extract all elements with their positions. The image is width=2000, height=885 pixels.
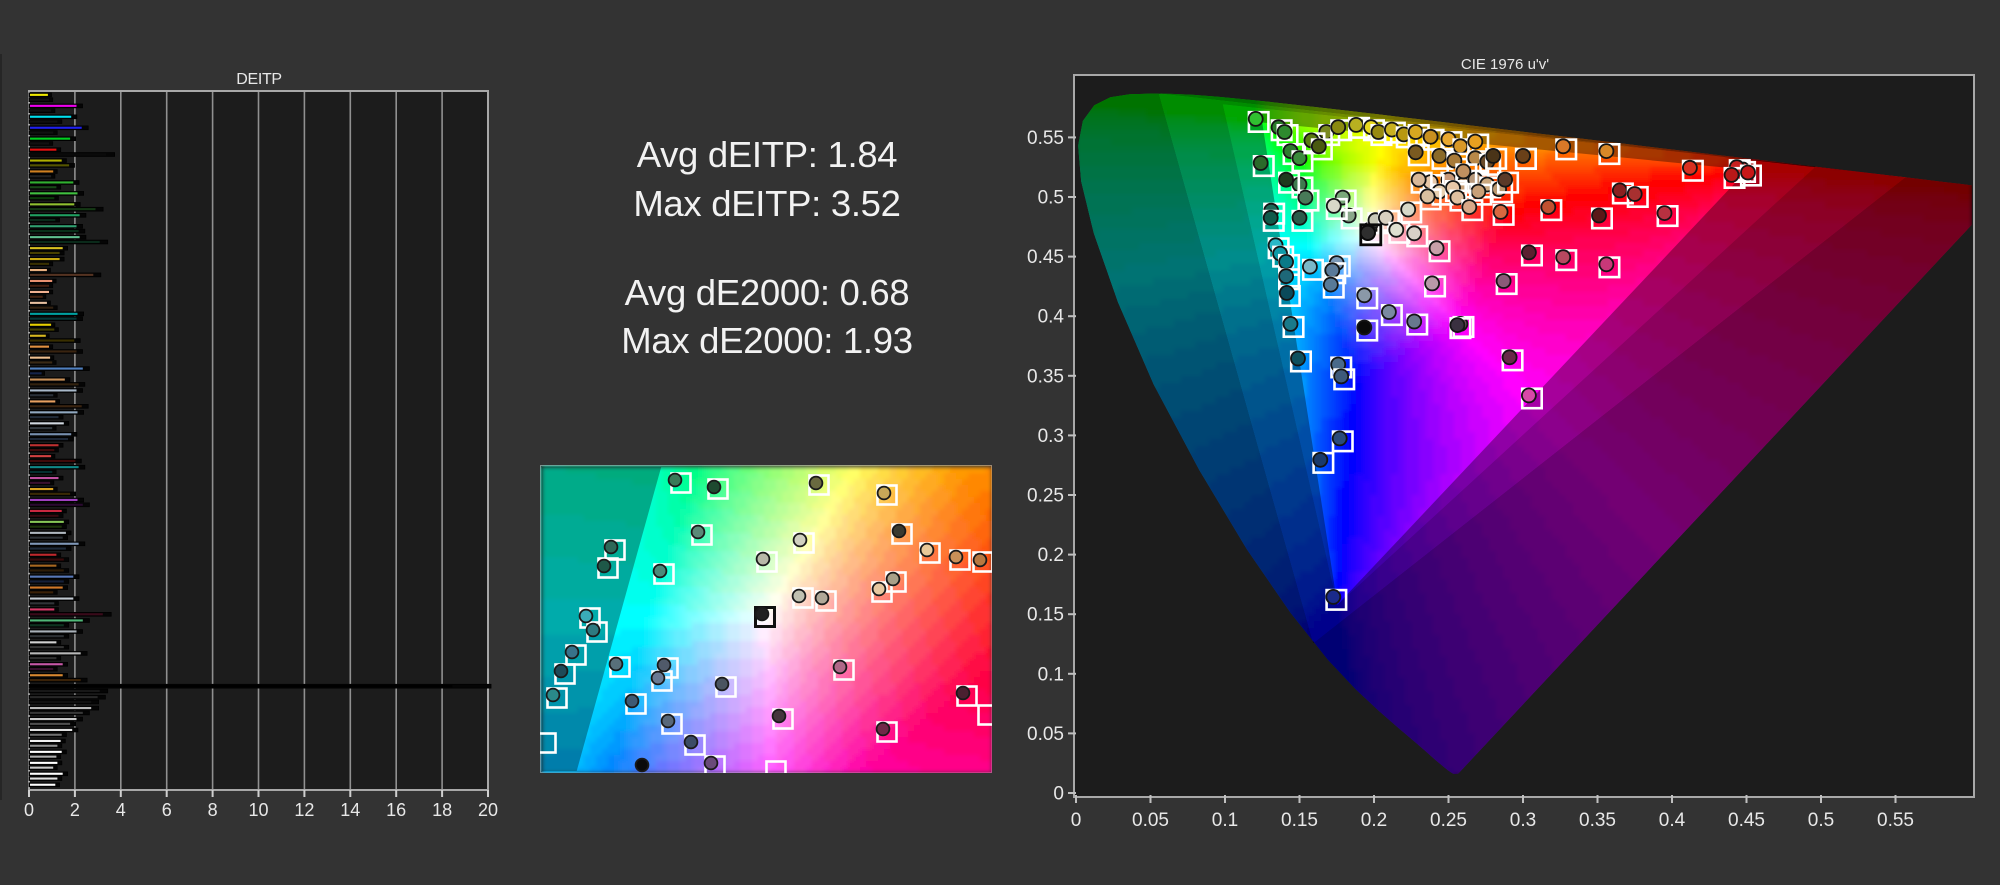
svg-text:20: 20 xyxy=(478,800,498,820)
svg-text:0.5: 0.5 xyxy=(1038,188,1064,209)
svg-text:0: 0 xyxy=(1071,810,1082,831)
svg-text:6: 6 xyxy=(162,800,172,820)
svg-text:DEITP: DEITP xyxy=(236,71,282,88)
svg-text:8: 8 xyxy=(208,800,218,820)
svg-text:14: 14 xyxy=(340,800,360,820)
svg-text:0.35: 0.35 xyxy=(1027,366,1064,387)
svg-text:0.05: 0.05 xyxy=(1027,724,1064,745)
svg-text:0.1: 0.1 xyxy=(1212,810,1238,831)
svg-text:0.4: 0.4 xyxy=(1038,307,1065,328)
svg-text:0.5: 0.5 xyxy=(1808,810,1834,831)
svg-text:0.1: 0.1 xyxy=(1038,664,1064,685)
svg-text:0.45: 0.45 xyxy=(1027,247,1064,268)
svg-text:12: 12 xyxy=(294,800,314,820)
svg-text:0.55: 0.55 xyxy=(1027,128,1064,149)
svg-text:10: 10 xyxy=(248,800,268,820)
svg-text:0.2: 0.2 xyxy=(1038,545,1064,566)
svg-text:2: 2 xyxy=(70,800,80,820)
svg-text:18: 18 xyxy=(432,800,452,820)
svg-text:0.15: 0.15 xyxy=(1281,810,1318,831)
svg-text:0.4: 0.4 xyxy=(1659,810,1686,831)
svg-text:0.25: 0.25 xyxy=(1027,486,1064,507)
svg-text:0.25: 0.25 xyxy=(1430,810,1467,831)
svg-text:0.3: 0.3 xyxy=(1038,426,1064,447)
svg-text:0: 0 xyxy=(1053,784,1064,805)
svg-text:0.2: 0.2 xyxy=(1361,810,1387,831)
svg-text:4: 4 xyxy=(116,800,126,820)
svg-text:0.15: 0.15 xyxy=(1027,605,1064,626)
svg-text:0.55: 0.55 xyxy=(1877,810,1914,831)
svg-text:0.45: 0.45 xyxy=(1728,810,1765,831)
svg-text:0.3: 0.3 xyxy=(1510,810,1536,831)
svg-text:0.05: 0.05 xyxy=(1132,810,1169,831)
svg-text:16: 16 xyxy=(386,800,406,820)
svg-text:0: 0 xyxy=(24,800,34,820)
svg-text:0.35: 0.35 xyxy=(1579,810,1616,831)
svg-text:CIE 1976 u'v': CIE 1976 u'v' xyxy=(1461,56,1549,73)
